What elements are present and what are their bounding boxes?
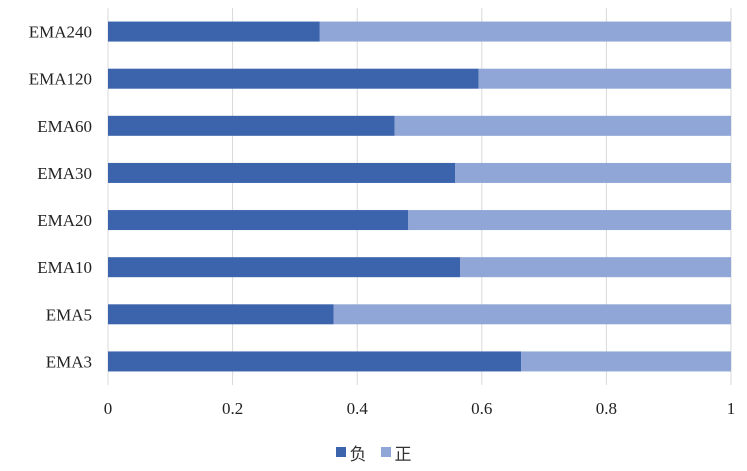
bar-ema120-series-0: [108, 68, 479, 89]
bar-ema30-series-0: [108, 162, 456, 183]
legend: 负 正: [0, 440, 747, 465]
bar-ema120-series-1: [478, 68, 731, 89]
y-tick-label-ema240: EMA240: [29, 23, 92, 42]
bar-ema20-series-1: [408, 210, 731, 231]
bar-ema20-series-0: [108, 210, 409, 231]
bar-ema240-series-1: [319, 21, 731, 42]
bar-layer: [108, 21, 731, 372]
bar-ema3-series-0: [108, 351, 522, 372]
grid-layer: [107, 8, 732, 385]
y-tick-label-ema3: EMA3: [46, 352, 92, 371]
bar-ema10-series-1: [459, 257, 731, 278]
x-tick-label-4: 0.8: [596, 399, 617, 418]
legend-entry-negative: 负: [335, 440, 367, 465]
legend-swatch-negative: [335, 447, 346, 457]
x-tick-label-2: 0.4: [347, 399, 369, 418]
y-tick-label-ema60: EMA60: [37, 117, 92, 136]
x-axis-labels: 0 0.2 0.4 0.6 0.8 1: [104, 399, 736, 418]
x-tick-label-0: 0: [104, 399, 113, 418]
legend-label-negative: 负: [349, 444, 367, 465]
legend-swatch-positive: [380, 447, 391, 457]
bar-ema60-series-0: [108, 115, 395, 136]
y-tick-label-ema5: EMA5: [46, 305, 92, 324]
y-tick-label-ema10: EMA10: [37, 258, 92, 277]
chart-svg: EMA240EMA120EMA60EMA30EMA20EMA10EMA5EMA3…: [29, 8, 736, 418]
y-tick-label-ema20: EMA20: [37, 211, 92, 230]
x-tick-label-5: 1: [727, 399, 736, 418]
y-tick-label-ema30: EMA30: [37, 164, 92, 183]
legend-entry-positive: 正: [380, 440, 412, 465]
x-tick-label-1: 0.2: [222, 399, 243, 418]
bar-ema5-series-1: [333, 304, 731, 325]
bar-ema5-series-0: [108, 304, 334, 325]
legend-label-positive: 正: [394, 444, 412, 465]
bar-ema240-series-0: [108, 21, 320, 42]
y-axis-labels: EMA240 EMA120 EMA60 EMA30 EMA20 EMA10 EMA5 EMA3: [29, 23, 92, 372]
bar-ema10-series-0: [108, 257, 460, 278]
bar-ema60-series-1: [394, 115, 731, 136]
y-tick-label-ema120: EMA120: [29, 70, 92, 89]
bar-ema3-series-1: [521, 351, 731, 372]
x-tick-label-3: 0.6: [471, 399, 492, 418]
bar-ema30-series-1: [455, 162, 731, 183]
